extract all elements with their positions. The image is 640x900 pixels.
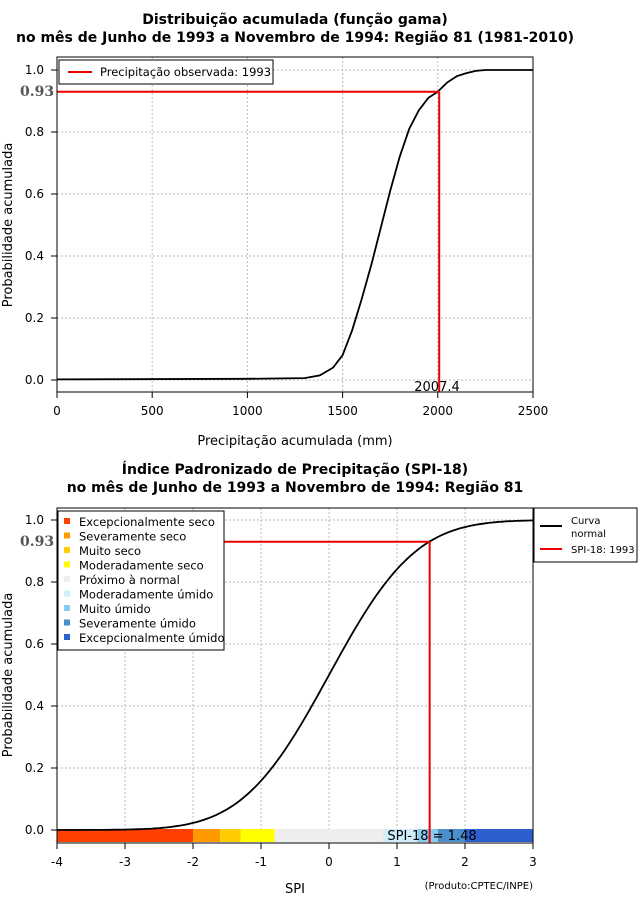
- gamma-x-tick-label: 1000: [232, 404, 263, 418]
- spi-line-legend-label: SPI-18: 1993: [571, 545, 635, 556]
- spi-y-tick-label: 0.6: [25, 637, 44, 651]
- spi-class-band: [240, 829, 275, 842]
- spi-y-tick-label: 0.0: [25, 823, 44, 837]
- spi-normal-curve: [57, 519, 534, 831]
- spi-class-legend-swatch: [64, 619, 70, 626]
- gamma-y-tick-label: 0.6: [25, 187, 44, 201]
- spi-y-tick-label: 0.2: [25, 761, 44, 775]
- spi-class-band: [417, 829, 438, 842]
- spi-subtitle: no mês de Junho de 1993 a Novembro de 19…: [67, 480, 524, 496]
- spi-x-tick-label: 1: [393, 855, 401, 869]
- product-credit: (Produto:CPTEC/INPE): [425, 881, 533, 892]
- gamma-y-axis-label: Probabilidade acumulada: [1, 143, 16, 308]
- spi-class-band: [274, 829, 384, 842]
- spi-x-axis-label: SPI: [285, 882, 305, 897]
- spi-class-legend-label: Excepcionalmente úmido: [79, 631, 224, 645]
- spi-class-legend-swatch: [64, 605, 70, 611]
- gamma-legend: Precipitação observada: 1993: [58, 59, 274, 85]
- spi-ticks: -4 -3 -2 -1 0 1 2 3 0.0 0.2 0.4 0.6 0.8 1.0: [25, 513, 537, 869]
- spi-class-band: [220, 829, 241, 842]
- gamma-x-tick-label: 500: [141, 404, 164, 418]
- spi-y-axis-label: Probabilidade acumulada: [1, 593, 16, 758]
- spi-class-band: [193, 829, 221, 842]
- gamma-grid: [56, 57, 534, 392]
- spi-class-legend-label: Severamente úmido: [79, 617, 196, 631]
- gamma-x-tick-label: 1500: [327, 404, 358, 418]
- spi-class-legend-swatch: [64, 561, 70, 568]
- gamma-observed-x-label: 2007.4: [414, 380, 460, 395]
- spi-observed-y-label: 0.93: [20, 534, 54, 550]
- spi-class-legend-label: Próximo à normal: [79, 573, 180, 587]
- spi-y-tick-label: 1.0: [25, 513, 44, 527]
- spi-observed-x-label: SPI-18 = 1.48: [387, 829, 476, 844]
- spi-plot-box: [56, 507, 534, 844]
- gamma-legend-label: Precipitação observada: 1993: [100, 65, 271, 79]
- gamma-cdf-line: [56, 69, 533, 381]
- gamma-y-tick-label: 0.4: [25, 249, 44, 263]
- gamma-x-tick-label: 2000: [423, 404, 454, 418]
- spi-line-legend-label: normal: [571, 529, 606, 540]
- spi-class-bands: [57, 829, 533, 842]
- spi-class-legend-label: Excepcionalmente seco: [79, 515, 215, 529]
- gamma-subtitle: no mês de Junho de 1993 a Novembro de 19…: [16, 30, 574, 46]
- gamma-title: Distribuição acumulada (função gama): [142, 12, 448, 28]
- spi-class-legend-label: Muito seco: [79, 544, 141, 558]
- gamma-plot-box: [56, 56, 534, 393]
- spi-x-tick-label: -3: [119, 855, 131, 869]
- spi-x-tick-label: -2: [187, 855, 199, 869]
- gamma-chart: Distribuição acumulada (função gama) no …: [1, 12, 574, 449]
- spi-class-legend-swatch: [64, 576, 70, 582]
- spi-x-tick-label: 0: [325, 855, 333, 869]
- gamma-x-tick-label: 2500: [518, 404, 549, 418]
- gamma-y-tick-label: 0.0: [25, 373, 44, 387]
- gamma-x-tick-label: 0: [53, 404, 61, 418]
- spi-class-legend-label: Moderadamente seco: [79, 559, 204, 573]
- spi-x-tick-label: -4: [51, 855, 63, 869]
- spi-class-legend-swatch: [64, 634, 70, 640]
- gamma-observed-y-label: 0.93: [20, 84, 54, 100]
- gamma-y-tick-label: 0.8: [25, 125, 44, 139]
- spi-class-legend-swatch: [64, 547, 70, 553]
- spi-y-tick-label: 0.4: [25, 699, 44, 713]
- spi-class-band: [437, 829, 465, 842]
- spi-chart: Índice Padronizado de Precipitação (SPI-…: [1, 461, 638, 897]
- spi-class-legend-label: Muito úmido: [79, 602, 151, 616]
- spi-line-legend: Curva normal SPI-18: 1993: [533, 507, 638, 563]
- spi-x-tick-label: 2: [461, 855, 469, 869]
- spi-title: Índice Padronizado de Precipitação (SPI-…: [122, 461, 468, 478]
- gamma-ticks: 0 500 1000 1500 2000 2500 0.0 0.2 0.4 0.6 0.8 1.0: [25, 63, 548, 418]
- spi-x-tick-label: -1: [255, 855, 267, 869]
- spi-class-band: [383, 829, 418, 842]
- gamma-x-axis-label: Precipitação acumulada (mm): [197, 434, 392, 449]
- spi-class-band: [57, 829, 193, 842]
- spi-class-legend-swatch: [64, 518, 70, 524]
- spi-class-legend-label: Severamente seco: [79, 530, 186, 544]
- spi-y-tick-label: 0.8: [25, 575, 44, 589]
- spi-x-tick-label: 3: [529, 855, 537, 869]
- gamma-y-tick-label: 1.0: [25, 63, 44, 77]
- spi-class-legend-swatch: [64, 590, 70, 597]
- spi-class-legend-label: Moderadamente úmido: [79, 588, 213, 602]
- spi-class-band: [465, 829, 533, 842]
- gamma-y-tick-label: 0.2: [25, 311, 44, 325]
- spi-line-legend-label: Curva: [571, 516, 600, 527]
- spi-class-legend-swatch: [64, 532, 70, 539]
